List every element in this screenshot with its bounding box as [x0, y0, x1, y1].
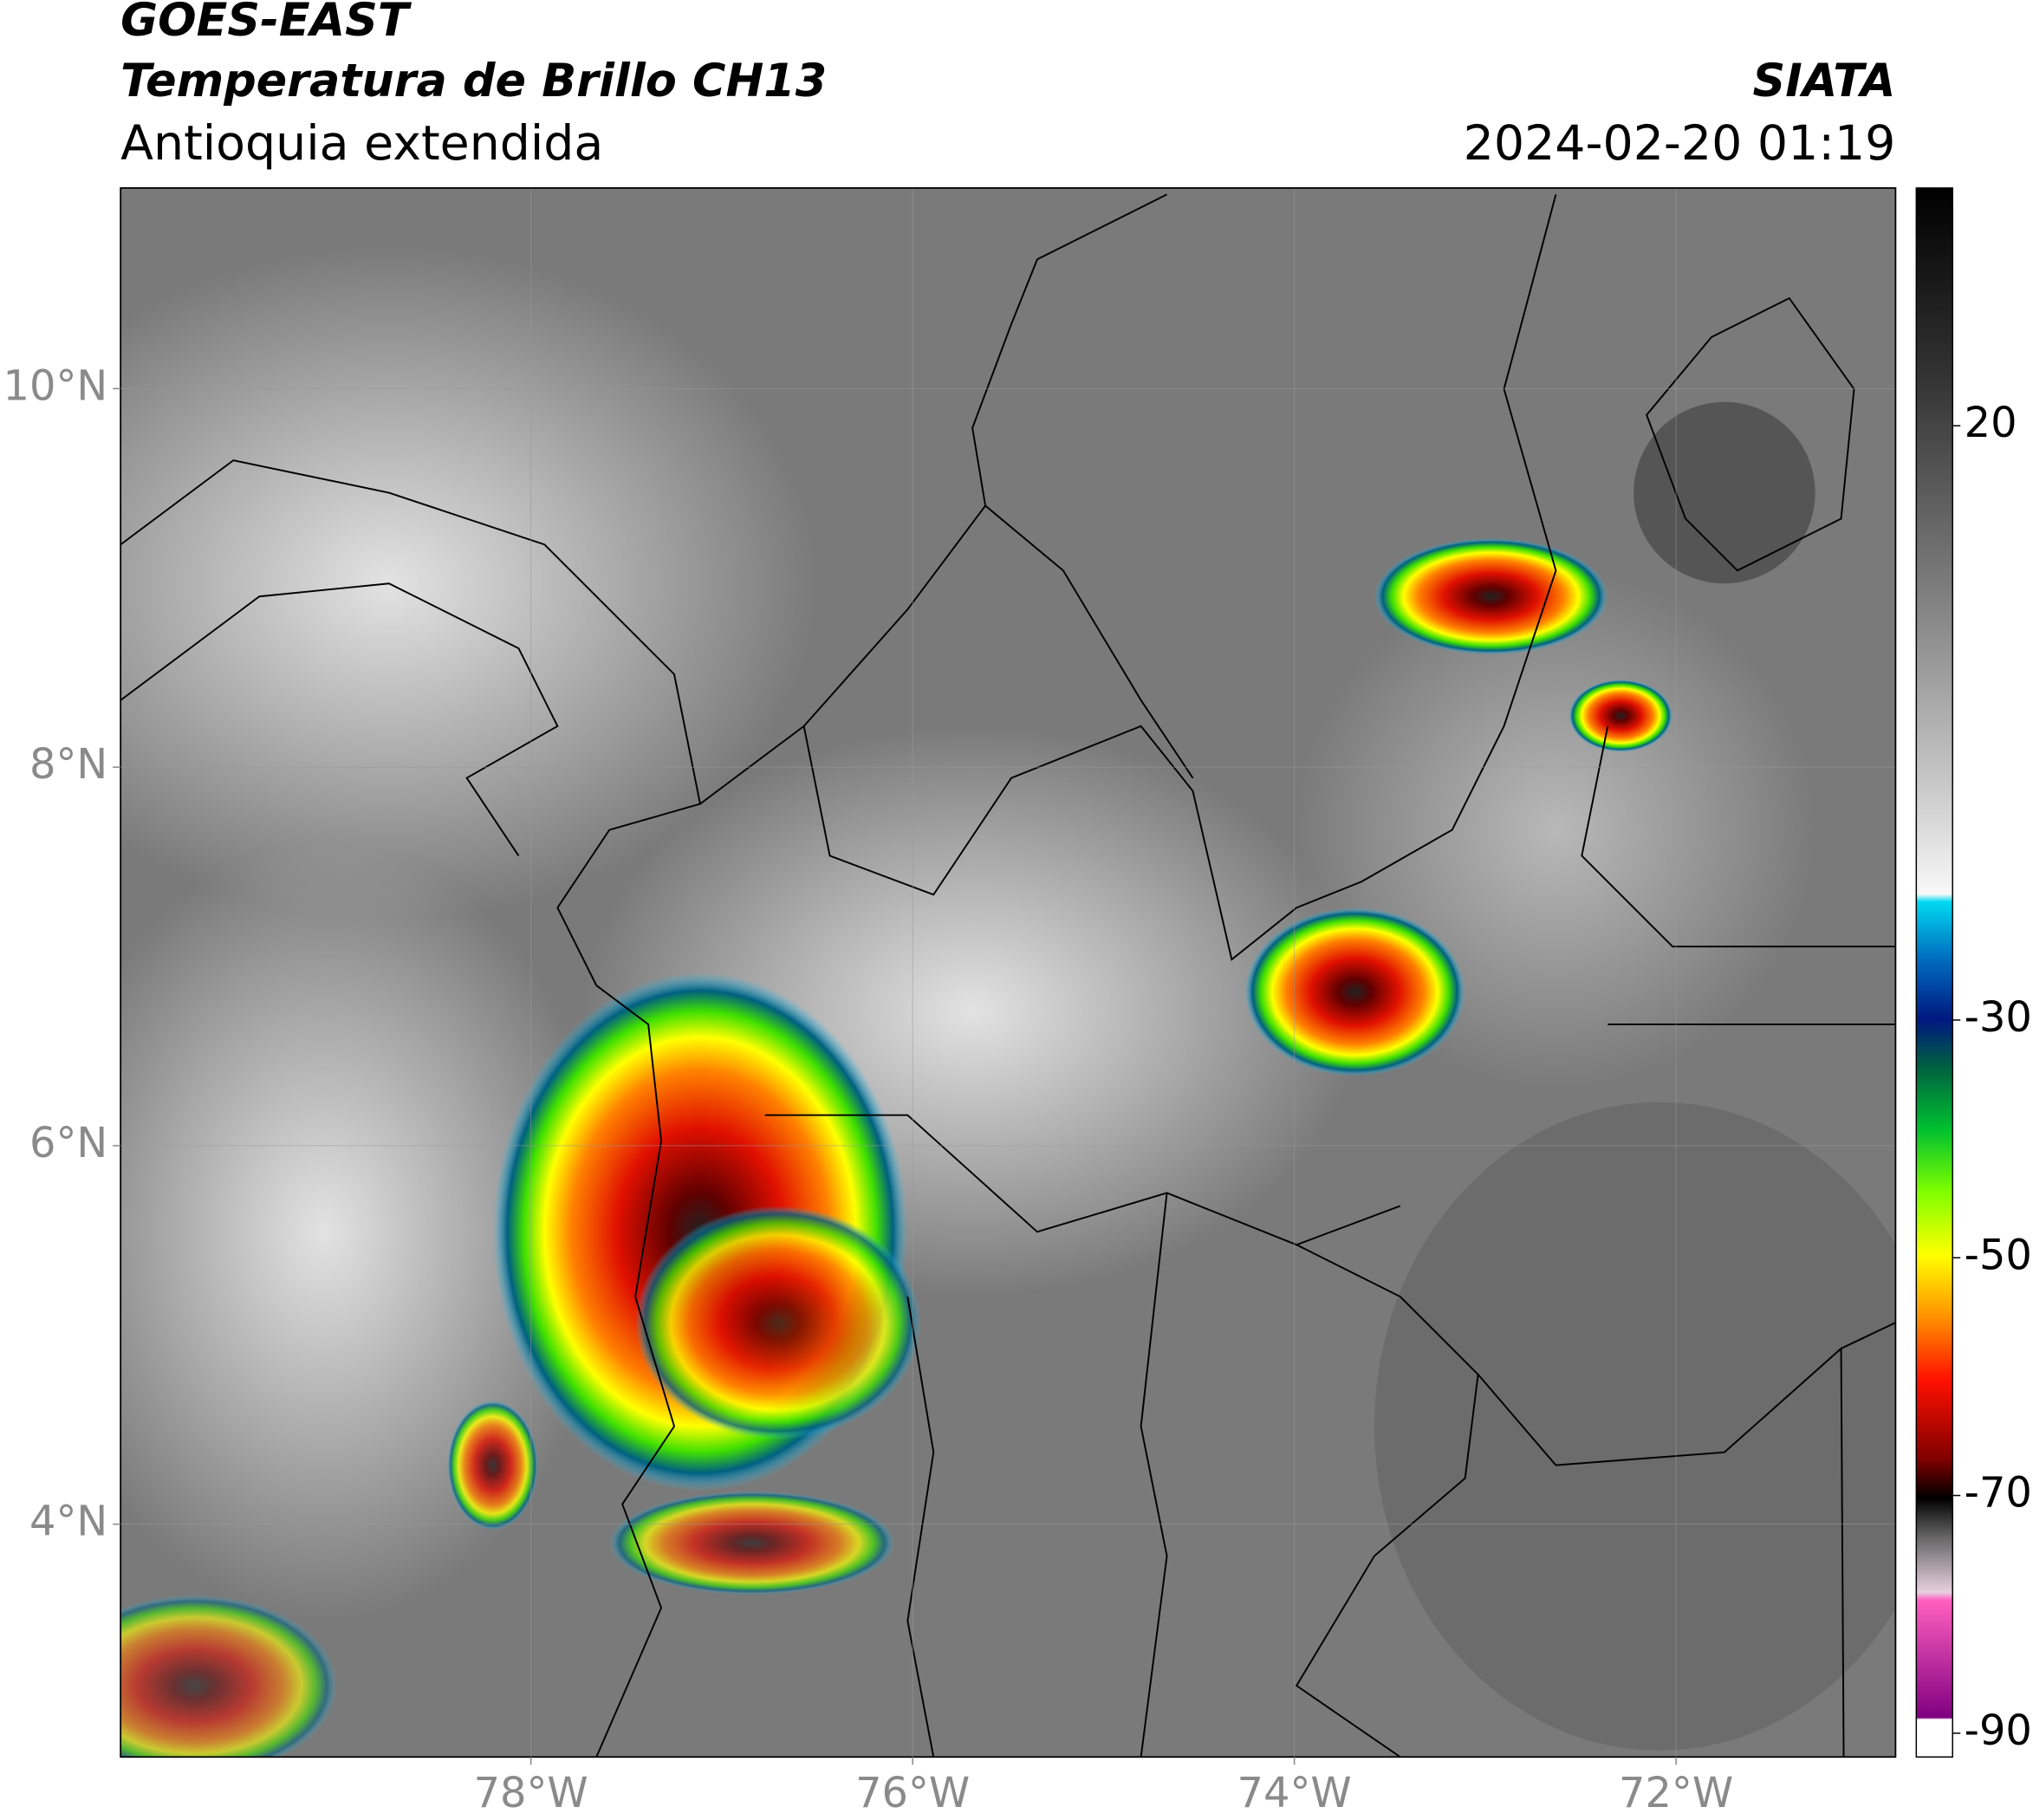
x-tick-label: 72°W [1619, 1770, 1733, 1817]
x-tick-label: 74°W [1237, 1770, 1352, 1817]
colorbar-tick-label: -70 [1965, 1470, 2032, 1518]
source: SIATA [1753, 55, 1896, 107]
title: GOES-EAST [120, 0, 412, 47]
colorbar-tick-label: -30 [1965, 994, 2032, 1042]
y-tick-label: 6°N [29, 1120, 107, 1167]
datetime: 2024-02-20 01:19 [1464, 116, 1896, 172]
satellite-image [120, 187, 1896, 1758]
y-tick-label: 10°N [3, 362, 108, 410]
grid [120, 187, 1896, 1758]
y-tick-label: 4°N [29, 1498, 107, 1546]
colorbar-tick-label: 20 [1965, 400, 2017, 447]
colorbar [1915, 187, 1953, 1758]
subtitle: Temperatura de Brillo CH13 [120, 55, 827, 107]
colorbar-tick-label: -50 [1965, 1232, 2032, 1279]
region: Antioquia extendida [120, 116, 603, 172]
colorbar-tick-label: -90 [1965, 1707, 2032, 1755]
x-tick-label: 76°W [855, 1770, 970, 1817]
plot-frame [120, 187, 1897, 1758]
y-tick-label: 8°N [29, 741, 107, 789]
x-tick-label: 78°W [474, 1770, 588, 1817]
